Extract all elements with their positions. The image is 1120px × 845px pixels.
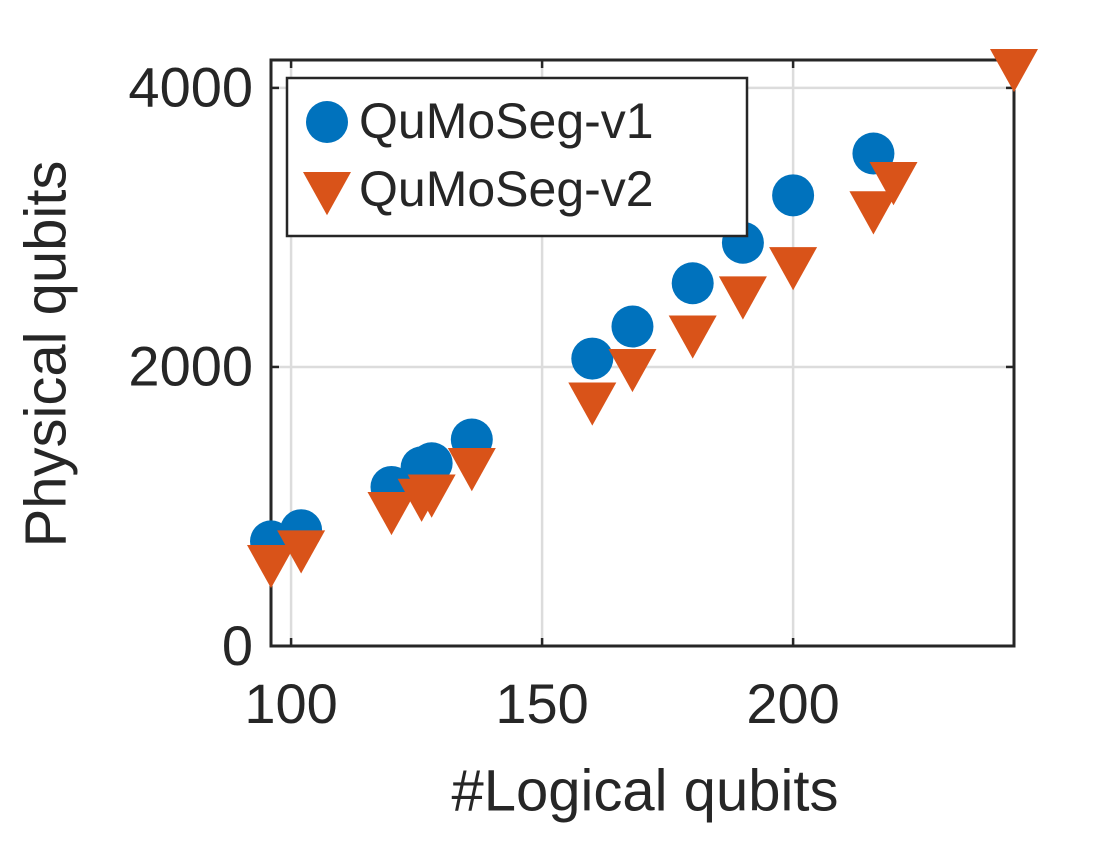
point [407, 474, 456, 518]
legend-marker [303, 172, 351, 216]
point [571, 337, 614, 380]
point [410, 442, 453, 485]
y-axis-label: Physical qubits [13, 161, 78, 548]
point [611, 305, 654, 348]
point [367, 491, 416, 536]
x-tick-label: 200 [746, 672, 839, 735]
y-tick-label: 4000 [128, 56, 253, 119]
y-tick-label: 2000 [128, 335, 253, 398]
x-tick-label: 150 [495, 672, 588, 735]
point [990, 48, 1038, 93]
point [718, 276, 767, 320]
point [447, 448, 496, 492]
y-tick-label: 0 [222, 614, 253, 677]
legend-box [285, 76, 749, 238]
x-tick-label: 100 [244, 672, 337, 735]
point [568, 382, 617, 426]
point [608, 348, 657, 393]
point [772, 174, 815, 217]
point [247, 544, 295, 589]
point [668, 315, 717, 359]
x-axis-label: #Logical qubits [452, 758, 839, 823]
plot-frame [269, 58, 1016, 648]
point [277, 530, 326, 574]
legend-label: QuMoSeg-v1 [359, 93, 654, 149]
point [769, 247, 818, 291]
point [869, 161, 918, 206]
legend-marker [306, 101, 348, 143]
point [849, 191, 898, 235]
legend-label: QuMoSeg-v2 [359, 161, 654, 217]
point [671, 262, 714, 305]
